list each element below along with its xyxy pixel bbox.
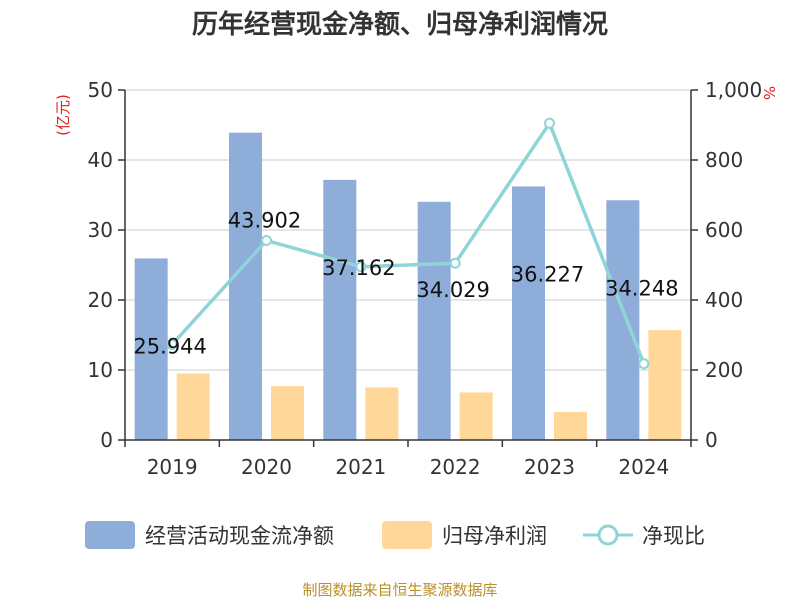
left-axis-tick-label: 0 <box>100 428 113 452</box>
data-labels: 25.944 43.902 37.162 34.029 36.227 34.248 <box>133 209 678 359</box>
ratio-point[interactable] <box>638 358 650 370</box>
bar-net-profit[interactable] <box>554 412 587 440</box>
bar-ocf[interactable] <box>417 201 451 440</box>
axes: 0 10 20 30 40 50 0 200 400 600 800 1,000 2019 2020 202… <box>88 78 763 479</box>
data-label-ocf: 43.902 <box>228 209 301 233</box>
left-axis-tick-label: 30 <box>88 218 113 242</box>
right-axis-tick-label: 0 <box>705 428 718 452</box>
left-axis-tick-label: 10 <box>88 358 113 382</box>
bars <box>134 132 682 441</box>
ratio-point[interactable] <box>261 235 272 246</box>
x-axis-tick-label: 2019 <box>147 455 198 479</box>
right-axis-tick-label: 1,000 <box>705 78 762 102</box>
left-axis-tick-label: 20 <box>88 288 113 312</box>
bar-ocf[interactable] <box>606 200 640 440</box>
data-label-ocf: 36.227 <box>511 262 584 286</box>
data-label-ocf: 37.162 <box>322 256 395 280</box>
right-axis-tick-label: 200 <box>705 358 743 382</box>
legend-swatch-ocf <box>85 521 135 549</box>
legend-swatch-ratio-marker <box>597 524 619 546</box>
gridlines <box>125 89 691 371</box>
bar-ocf[interactable] <box>134 258 168 440</box>
right-axis-unit: % <box>760 86 778 100</box>
x-axis-tick-label: 2021 <box>335 455 386 479</box>
legend-label-net-profit: 归母净利润 <box>442 524 547 548</box>
ratio-point[interactable] <box>355 261 367 273</box>
chart-title: 历年经营现金净额、归母净利润情况 <box>192 9 608 40</box>
ratio-point[interactable] <box>544 117 555 129</box>
right-axis-tick-label: 600 <box>705 218 743 242</box>
left-axis-tick-label: 50 <box>88 78 113 102</box>
data-label-ocf: 34.248 <box>605 276 678 300</box>
legend-label-ratio: 净现比 <box>642 524 705 548</box>
bar-net-profit[interactable] <box>459 392 493 440</box>
left-axis-unit: (亿元) <box>54 94 72 136</box>
legend-swatch-net-profit <box>382 521 432 549</box>
bar-net-profit[interactable] <box>271 386 304 440</box>
x-axis-tick-label: 2023 <box>524 455 575 479</box>
x-axis-tick-label: 2022 <box>430 455 481 479</box>
bar-ocf[interactable] <box>512 186 545 440</box>
bar-ocf[interactable] <box>323 179 357 440</box>
ratio-line-path <box>170 121 646 365</box>
legend-label-ocf: 经营活动现金流净额 <box>145 524 334 548</box>
legend-item-ratio[interactable]: 净现比 <box>583 524 705 548</box>
bar-net-profit[interactable] <box>365 387 399 441</box>
x-axis-tick-label: 2024 <box>618 455 669 479</box>
left-axis-tick-label: 40 <box>88 148 113 172</box>
legend-item-ocf[interactable]: 经营活动现金流净额 <box>85 521 334 549</box>
ratio-point[interactable] <box>449 257 461 269</box>
ratio-point[interactable] <box>166 338 178 350</box>
legend-item-net-profit[interactable]: 归母净利润 <box>382 521 547 549</box>
bar-net-profit[interactable] <box>176 373 210 441</box>
data-label-ocf: 34.029 <box>416 278 489 302</box>
legend: 经营活动现金流净额 归母净利润 净现比 <box>85 521 705 549</box>
source-note: 制图数据来自恒生聚源数据库 <box>302 581 497 599</box>
bar-net-profit[interactable] <box>648 330 682 440</box>
ratio-line <box>166 117 650 370</box>
data-label-ocf: 25.944 <box>133 334 206 358</box>
x-axis-tick-label: 2020 <box>241 455 292 479</box>
right-axis-tick-label: 800 <box>705 148 743 172</box>
bar-ocf[interactable] <box>229 132 262 440</box>
right-axis-tick-label: 400 <box>705 288 743 312</box>
